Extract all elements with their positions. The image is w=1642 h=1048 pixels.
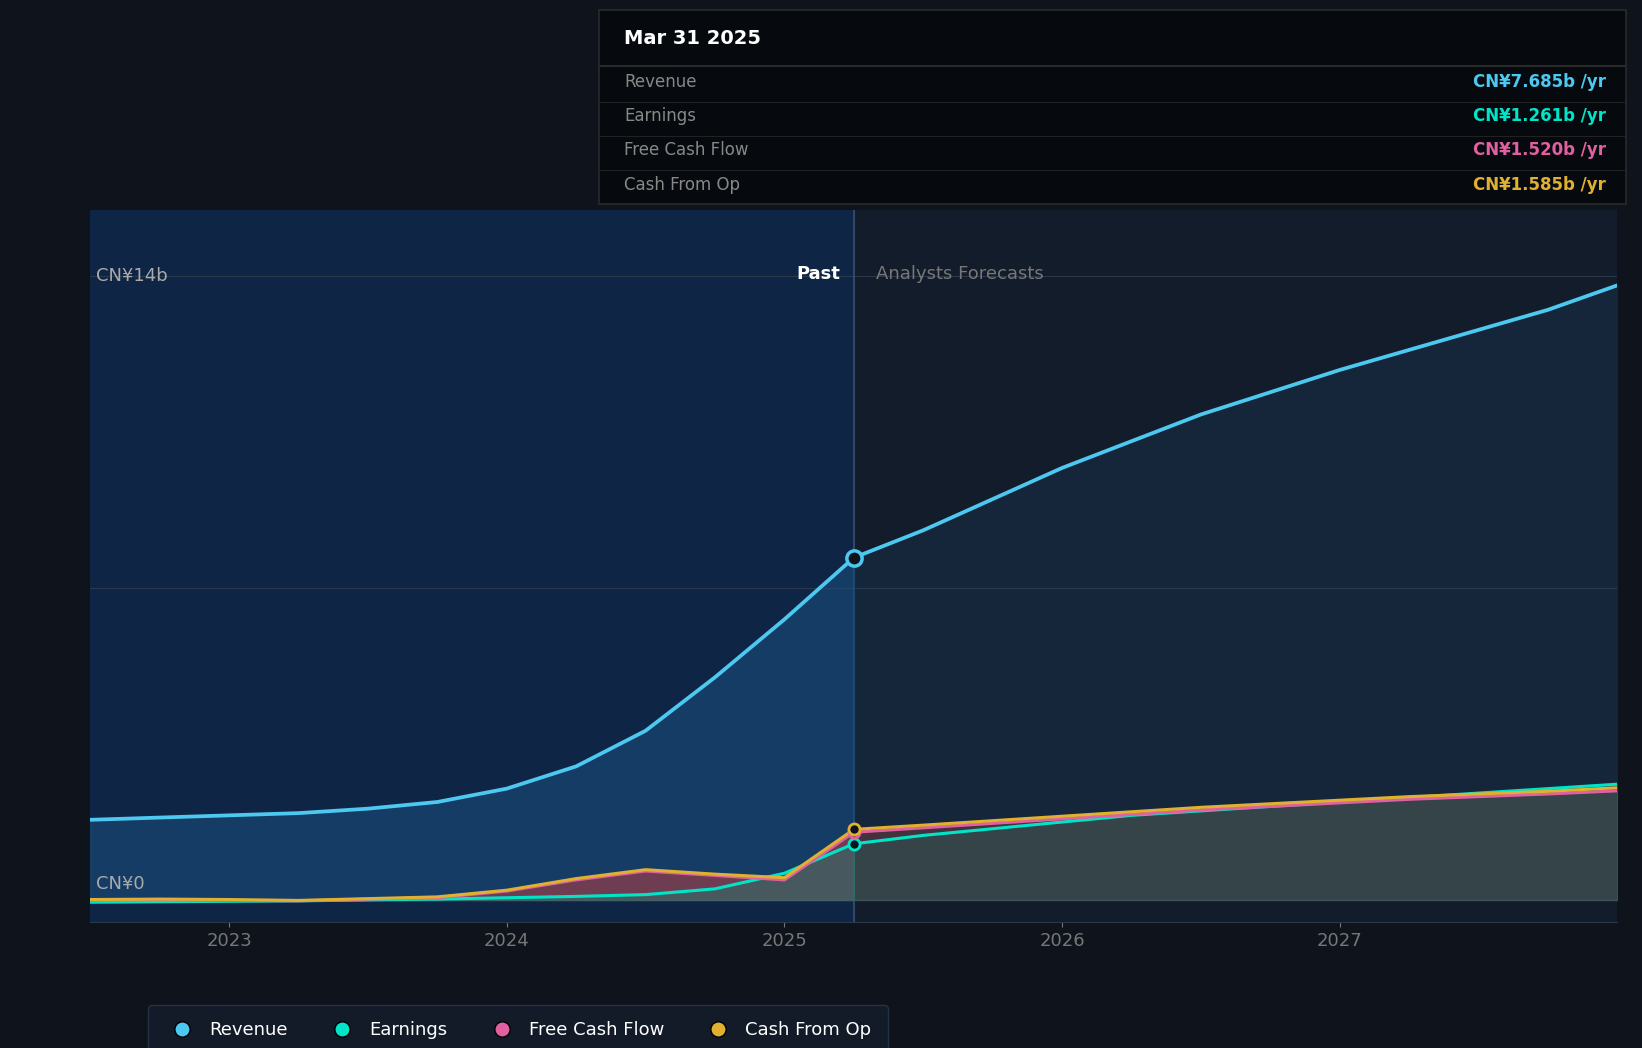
- FancyBboxPatch shape: [599, 170, 1626, 171]
- Text: CN¥14b: CN¥14b: [95, 267, 167, 285]
- FancyBboxPatch shape: [599, 10, 1626, 204]
- FancyBboxPatch shape: [599, 136, 1626, 137]
- Text: CN¥1.261b /yr: CN¥1.261b /yr: [1473, 108, 1606, 126]
- Text: CN¥1.520b /yr: CN¥1.520b /yr: [1473, 141, 1606, 159]
- Text: Mar 31 2025: Mar 31 2025: [624, 29, 760, 48]
- Text: CN¥7.685b /yr: CN¥7.685b /yr: [1473, 73, 1606, 91]
- FancyBboxPatch shape: [599, 103, 1626, 104]
- Text: Past: Past: [796, 265, 841, 283]
- Text: Cash From Op: Cash From Op: [624, 176, 741, 194]
- Text: CN¥0: CN¥0: [95, 875, 144, 893]
- Bar: [90, 210, 854, 922]
- Legend: Revenue, Earnings, Free Cash Flow, Cash From Op: Revenue, Earnings, Free Cash Flow, Cash …: [148, 1005, 888, 1048]
- Text: Revenue: Revenue: [624, 73, 696, 91]
- Text: CN¥1.585b /yr: CN¥1.585b /yr: [1473, 176, 1606, 194]
- Text: Earnings: Earnings: [624, 108, 696, 126]
- Text: Analysts Forecasts: Analysts Forecasts: [877, 265, 1044, 283]
- Bar: [854, 210, 1617, 922]
- Text: Free Cash Flow: Free Cash Flow: [624, 141, 749, 159]
- FancyBboxPatch shape: [599, 65, 1626, 67]
